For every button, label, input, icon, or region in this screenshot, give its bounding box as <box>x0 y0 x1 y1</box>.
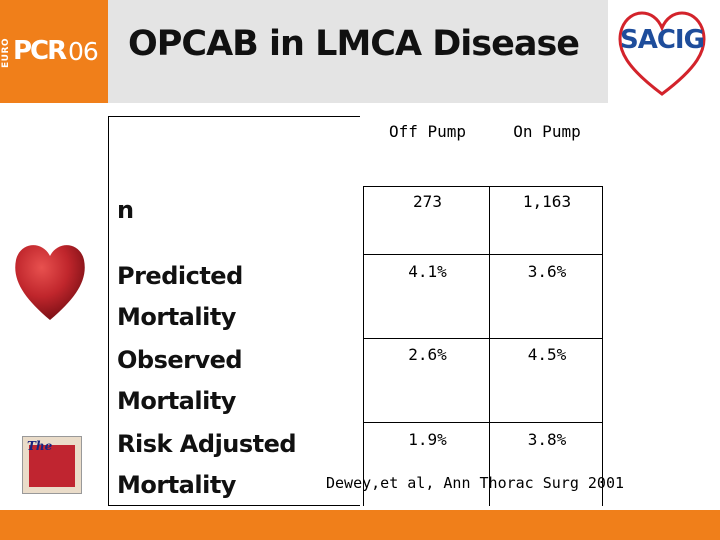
table-divider <box>602 186 603 506</box>
table-divider <box>489 186 490 506</box>
logo-euro-text: EURO <box>1 37 11 68</box>
cell-observed-on-pump: 4.5% <box>527 345 567 364</box>
heart-icon <box>15 245 85 320</box>
table-divider <box>363 186 603 187</box>
badge-text: The <box>27 439 53 453</box>
citation: Dewey,et al, Ann Thorac Surg 2001 <box>326 474 625 492</box>
table-divider <box>363 422 603 423</box>
logo-year-text: 06 <box>68 37 99 66</box>
cell-predicted-off-pump: 4.1% <box>408 262 447 281</box>
row-label-observed-mortality: Observed Mortality <box>117 346 243 415</box>
europcr-logo: EURO PCR 06 <box>0 0 108 103</box>
row-label-n: n <box>117 196 134 224</box>
cell-n-off-pump: 273 <box>413 192 442 211</box>
logo-pcr-text: PCR <box>13 36 67 66</box>
badge-emblem <box>29 445 75 487</box>
cell-risk-adjusted-off-pump: 1.9% <box>408 430 447 449</box>
footer-bar <box>0 510 720 540</box>
cell-predicted-on-pump: 3.6% <box>527 262 567 281</box>
table-label-column <box>108 116 360 506</box>
column-header-off-pump: Off Pump <box>388 122 467 141</box>
row-label-risk-adjusted-mortality: Risk Adjusted Mortality <box>117 430 297 499</box>
cell-n-on-pump: 1,163 <box>522 192 572 211</box>
column-header-on-pump: On Pump <box>513 122 581 141</box>
sacig-logo-text: SACIG <box>620 25 705 55</box>
cell-observed-off-pump: 2.6% <box>408 345 447 364</box>
sacig-heart-icon <box>618 11 706 96</box>
slide-title: OPCAB in LMCA Disease <box>128 24 580 64</box>
table-divider <box>363 254 603 255</box>
row-label-predicted-mortality: Predicted Mortality <box>117 262 243 331</box>
table-divider <box>363 186 364 506</box>
cell-risk-adjusted-on-pump: 3.8% <box>527 430 567 449</box>
journal-badge-icon: The <box>22 436 82 494</box>
table-divider <box>363 338 603 339</box>
